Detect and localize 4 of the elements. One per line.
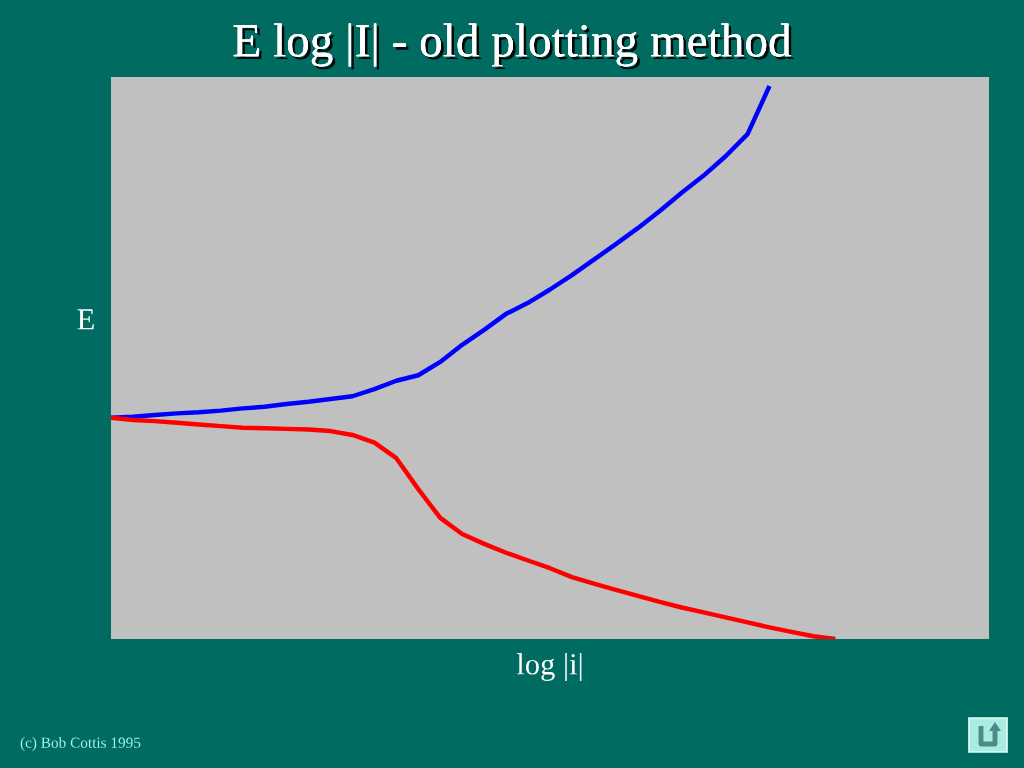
chart-title: E log |I| - old plotting method xyxy=(233,23,794,70)
text: (c) Bob Cottis 1995 xyxy=(20,737,141,751)
x-axis-title: log |i| xyxy=(516,653,582,681)
y-axis-title: E xyxy=(77,309,94,330)
